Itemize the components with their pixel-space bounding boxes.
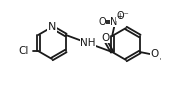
Text: Cl: Cl (19, 46, 29, 56)
Text: NH: NH (80, 38, 96, 48)
Text: O⁻: O⁻ (117, 11, 130, 21)
Text: O: O (101, 33, 109, 43)
Text: +: + (117, 12, 123, 21)
Text: N: N (48, 22, 56, 32)
Text: O: O (98, 17, 106, 27)
Text: N: N (111, 17, 118, 27)
Text: O: O (151, 49, 159, 59)
